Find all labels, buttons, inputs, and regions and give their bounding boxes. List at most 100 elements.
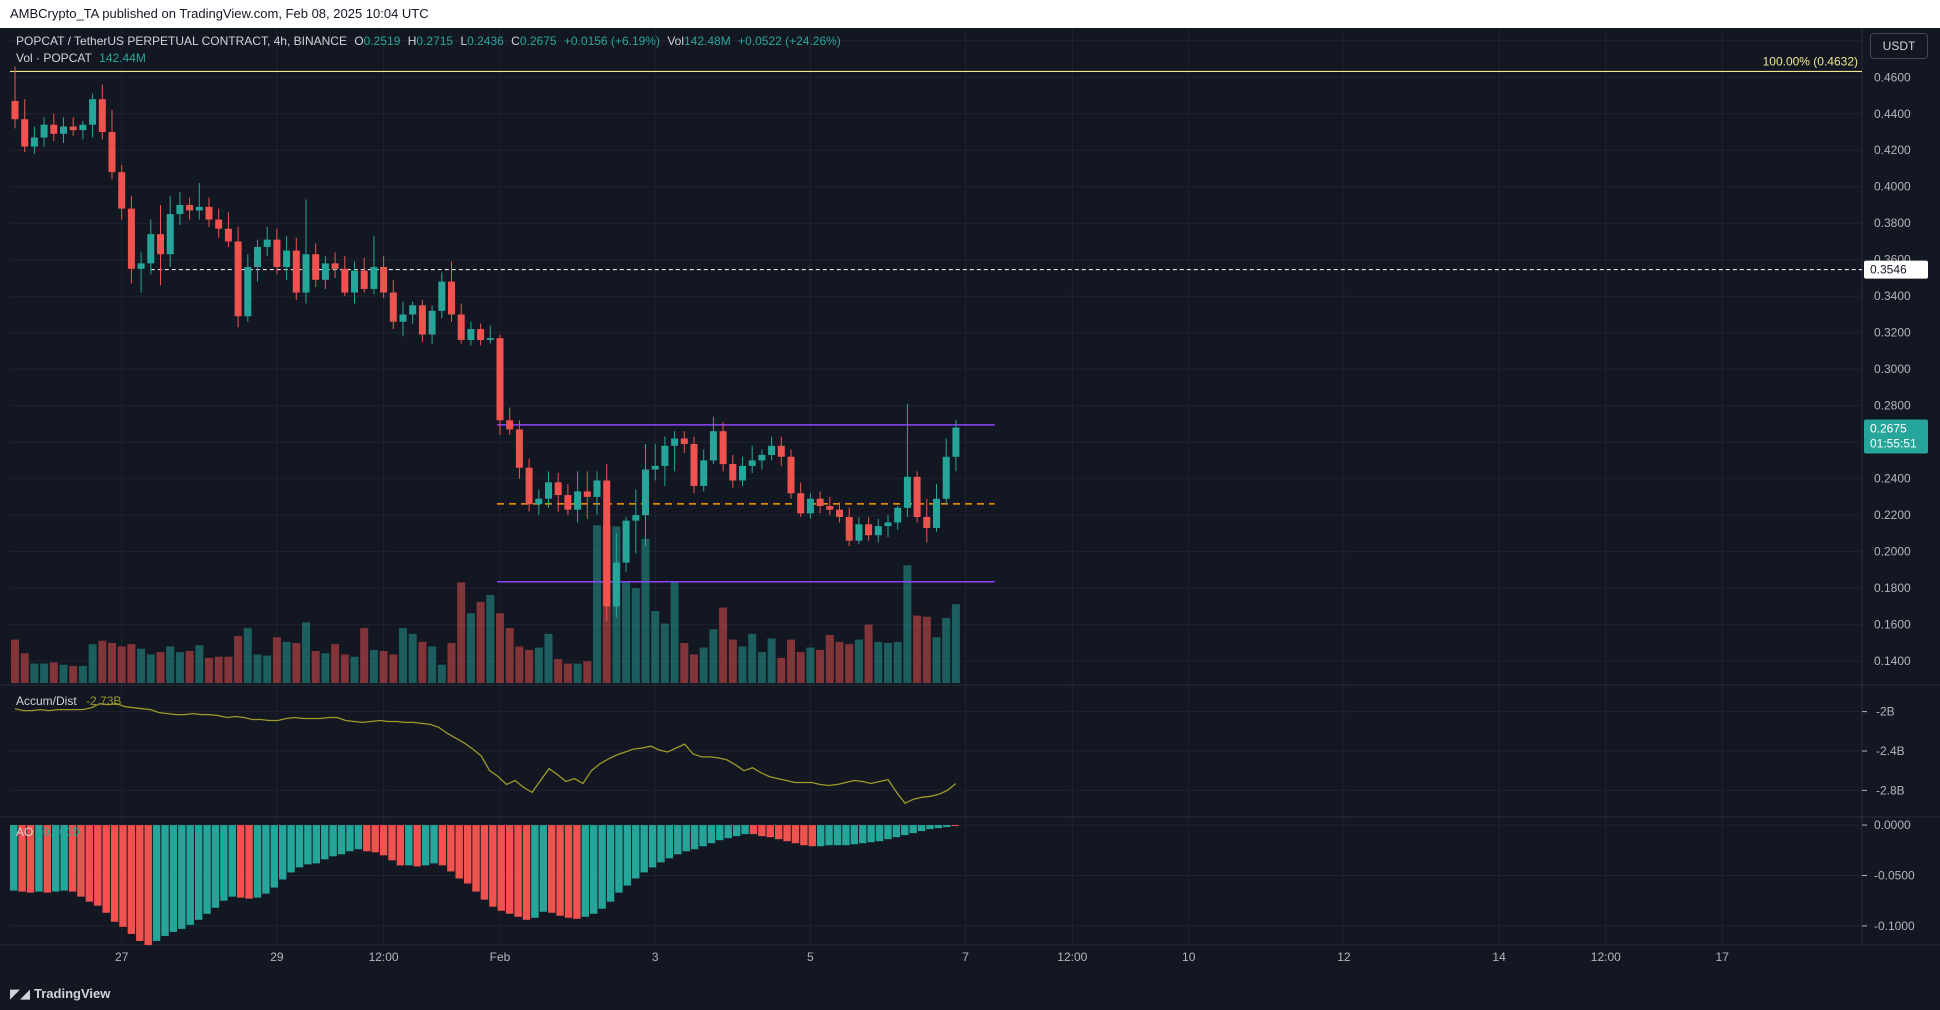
volume-bar [20,653,29,683]
ao-bar [816,825,825,847]
candle-body [399,314,407,322]
candle-body [593,480,601,497]
candle-body [176,204,184,215]
candle-body [224,228,232,242]
tradingview-logo[interactable]: ◤◢ TradingView [10,986,110,1002]
ao-bar [732,825,741,837]
ao-bar [396,825,405,866]
price-tick-label: 0.3800 [1874,216,1911,230]
ao-bar [119,825,127,927]
time-tick-label: 27 [115,950,129,964]
ao-bar [287,825,295,873]
ao-bar [522,825,531,920]
candle-body [418,305,426,335]
volume-bar [166,646,175,683]
time-tick-label: 5 [807,950,814,964]
volume-bar [496,613,504,683]
candle-body [273,239,281,268]
candle-body [506,420,514,430]
ao-bar [632,825,640,879]
candle-body [438,281,446,311]
ao-bar [60,825,68,891]
candle-body [108,131,116,173]
volume-bar [428,646,437,683]
volume-bar [854,639,863,683]
ao-bar [774,825,783,840]
ao-bar [489,825,497,907]
time-tick-label: Feb [490,950,511,964]
candle-body [69,126,77,131]
candle-body [826,506,834,510]
currency-button[interactable]: USDT [1870,33,1928,59]
candlesticks [11,66,960,621]
ao-bar [363,825,371,852]
ao-bar [169,825,178,932]
ao-bar [304,825,312,865]
volume-bar [98,640,107,683]
ao-bar [52,825,60,892]
volume-bar [913,615,922,683]
candle-body [60,126,67,134]
time-tick-label: 12:00 [369,950,399,964]
candle-body [312,254,320,280]
volume-bar [40,663,49,683]
candle-body [215,219,223,229]
volume-bar [738,646,747,683]
candle-body [777,445,785,457]
chart-canvas[interactable]: 100.00% (0.4632) -2B -2.4B -2.8B 0.0000 -0.… [0,28,1940,976]
volume-bar [243,628,252,683]
candle-body [205,206,213,220]
candle-body [525,467,533,505]
volume-bar [156,652,165,683]
high-value: 0.2715 [416,34,454,48]
volume-bar [835,641,844,683]
volume-bar [767,638,776,683]
ao-bar [749,825,758,835]
volume-bar [864,624,873,683]
volume-bar [88,644,97,683]
ao-bar [447,825,455,872]
ao-bar [346,825,354,852]
candle-body [545,482,552,499]
ao-bar [892,825,901,838]
open-label: O [354,34,364,48]
price-tick-label: 0.2400 [1874,472,1911,486]
candle-body [244,267,252,317]
ao-bar [405,825,413,866]
ao-bar [556,825,564,916]
low-value: 0.2436 [467,34,504,48]
volume-bar [932,637,941,683]
volume-bar [525,649,534,683]
volume-bar [942,617,951,683]
candle-body [467,329,475,340]
axes: 0.48000.46000.44000.42000.40000.38000.36… [115,34,1928,964]
current-price-badge-text: 0.2675 [1870,421,1907,435]
ao-bar [497,825,505,911]
candle-body [186,204,194,211]
dashed-level-badge-bg [1864,260,1928,279]
ao-bar [312,825,321,864]
ao-bar [85,825,94,902]
volume-bar [893,641,902,683]
price-change: +0.0156 (+6.19%) [563,34,660,48]
candle-body [118,172,126,209]
candle-body [195,206,203,211]
candle-body [923,516,931,528]
ao-bar [278,825,287,880]
time-tick-label: 14 [1492,950,1506,964]
price-tick-label: 0.1800 [1874,581,1911,595]
candle-body [836,509,843,517]
ao-bar [270,825,278,888]
volume-bar [369,649,378,683]
volume-bar [699,647,708,683]
footer-bar [0,976,1940,1010]
price-tick-label: 0.3200 [1874,326,1911,340]
publish-info-bar: AMBCrypto_TA published on TradingView.co… [0,0,1940,28]
volume-bar [340,654,349,683]
ao-bar [94,825,102,906]
ao-bar [253,825,262,898]
candle-body [729,464,737,481]
ao-bar [194,825,203,920]
candle-body [787,456,795,494]
volume-bar [127,644,136,683]
